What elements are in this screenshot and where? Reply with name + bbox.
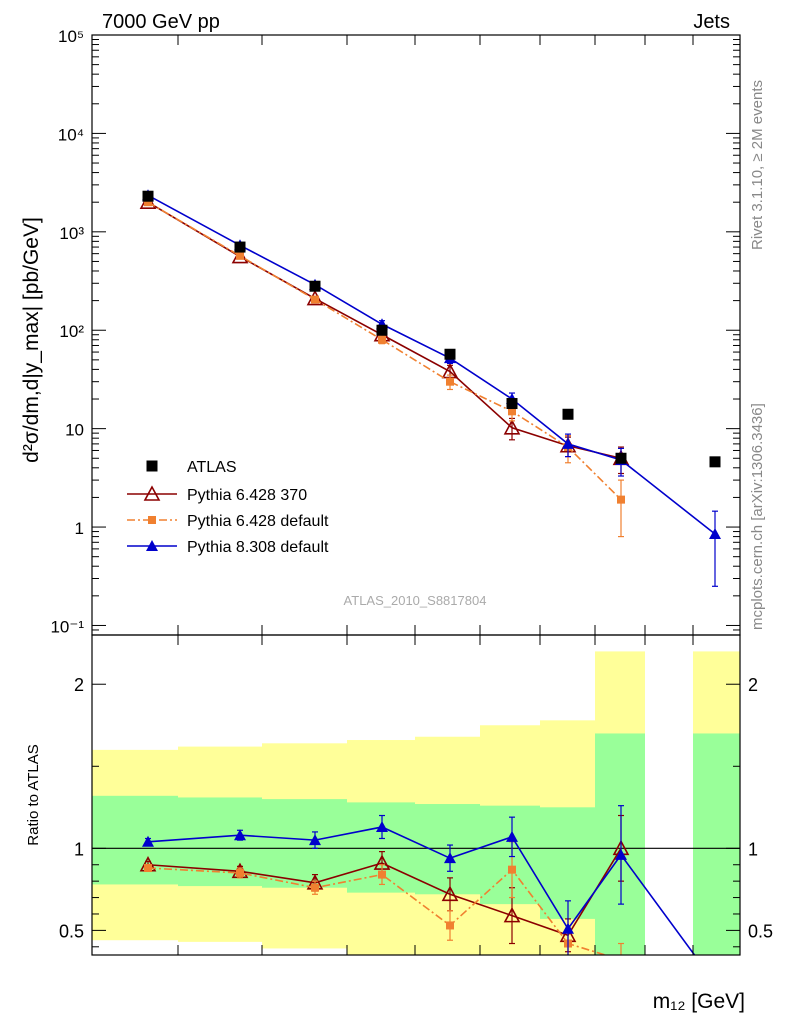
data-point (617, 956, 625, 964)
y-tick-label: 10² (59, 322, 84, 341)
data-point (709, 456, 721, 468)
data-point (562, 408, 574, 420)
data-point (441, 885, 459, 902)
mcplots-source-label: mcplots.cern.ch [arXiv:1306.3436] (749, 403, 766, 630)
data-point (142, 835, 154, 847)
data-point (311, 295, 319, 304)
legend-marker (148, 516, 156, 524)
series-atlas (142, 190, 721, 468)
analysis-watermark: ATLAS_2010_S8817804 (344, 593, 487, 608)
legend-label: ATLAS (187, 459, 237, 476)
data-point (236, 251, 244, 260)
data-point (444, 348, 456, 360)
series-pythia-8-308-default (142, 805, 721, 988)
data-point (144, 864, 152, 873)
data-point (503, 419, 521, 435)
series-pythia-6-428-default (144, 198, 625, 538)
data-point (234, 241, 246, 253)
legend: ATLAS Pythia 6.428 370 Pythia 6.428 defaul… (127, 459, 329, 556)
data-point (508, 407, 516, 416)
rivet-version-label: Rivet 3.1.10, ≥ 2M events (749, 80, 766, 250)
legend-marker (146, 460, 158, 472)
legend-label: Pythia 6.428 default (187, 513, 329, 530)
data-point (562, 437, 574, 449)
y-tick-label: 10³ (59, 224, 84, 243)
data-point (309, 834, 321, 846)
data-point (446, 921, 454, 930)
data-point (615, 848, 627, 860)
data-point (376, 324, 388, 336)
y-tick-label: 1 (75, 519, 84, 538)
series-line (147, 201, 622, 460)
uncertainty-band-green (262, 799, 347, 888)
data-point (309, 280, 321, 292)
ratio-y-tick-label-left: 1 (74, 839, 84, 859)
ratio-y-tick-label-right: 1 (748, 839, 758, 859)
x-axis-label: m₁₂ [GeV] (653, 990, 745, 1013)
data-point (508, 865, 516, 874)
data-point (236, 868, 244, 877)
uncertainty-band-green (178, 797, 262, 887)
legend-label: Pythia 6.428 370 (187, 487, 307, 504)
y-tick-label: 10⁻¹ (50, 617, 84, 636)
series-line (147, 867, 608, 955)
uncertainty-band-green (415, 804, 480, 895)
data-point (311, 883, 319, 892)
data-point (378, 870, 386, 879)
data-point (234, 829, 246, 841)
series-line (147, 194, 716, 535)
data-point (503, 906, 521, 923)
ratio-y-tick-label-right: 2 (748, 675, 758, 695)
legend-label: Pythia 8.308 default (187, 539, 329, 556)
data-point (617, 495, 625, 504)
legend-marker (143, 485, 161, 501)
data-point (376, 821, 388, 832)
data-point (709, 977, 721, 988)
data-point (142, 190, 154, 202)
data-point (378, 335, 386, 344)
data-point (709, 527, 721, 539)
header-right-label: Jets (693, 11, 730, 33)
data-point (615, 452, 627, 464)
ratio-plot-frame (91, 634, 741, 956)
y-tick-label: 10 (65, 421, 84, 440)
main-y-axis-label: d²σ/dm,d|y_max| [pb/GeV] (20, 217, 43, 463)
data-point (562, 922, 574, 934)
uncertainty-band-green (693, 733, 740, 955)
legend-marker (146, 540, 158, 551)
data-point (446, 377, 454, 386)
y-tick-label: 10⁴ (58, 125, 84, 144)
data-point (506, 830, 518, 842)
ratio-y-tick-label-left: 2 (74, 675, 84, 695)
data-point (444, 852, 456, 864)
header-left-label: 7000 GeV pp (102, 11, 220, 33)
data-point (144, 198, 152, 207)
y-tick-label: 10⁵ (58, 27, 84, 46)
data-point (506, 398, 518, 410)
ratio-y-axis-label: Ratio to ATLAS (25, 744, 42, 845)
ratio-y-tick-label-right: 0.5 (748, 921, 773, 941)
ratio-y-tick-label-left: 0.5 (59, 921, 84, 941)
series-line (147, 201, 622, 501)
